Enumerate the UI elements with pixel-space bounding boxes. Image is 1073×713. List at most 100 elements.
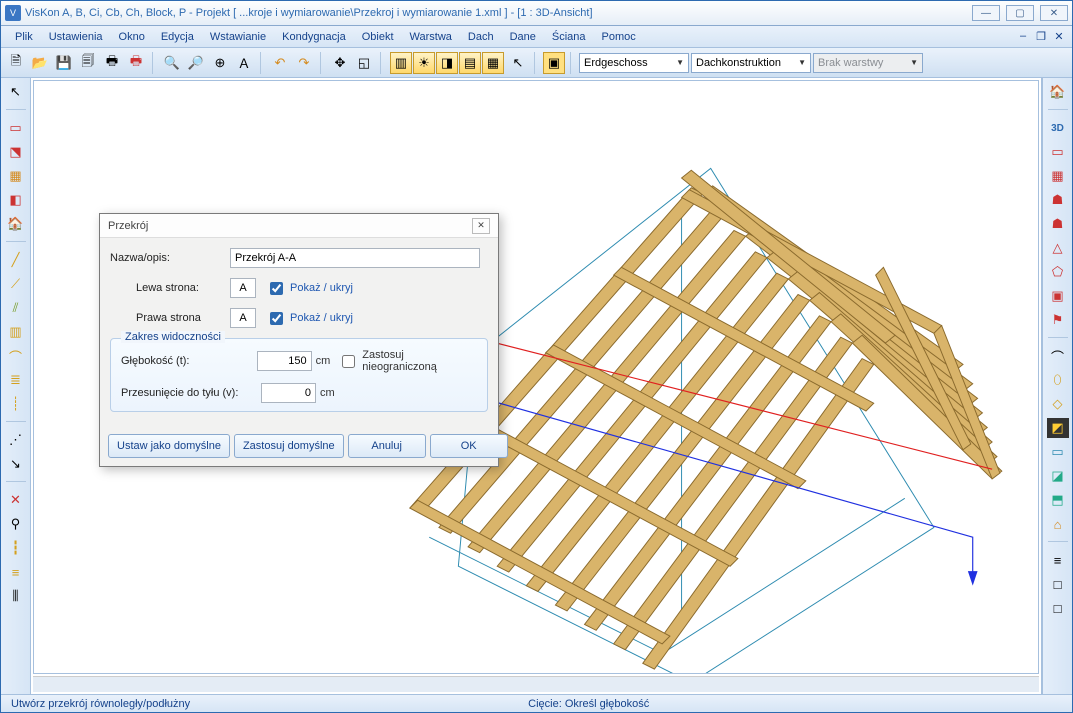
rt-10[interactable]: ⬯ (1047, 370, 1069, 390)
menu-sciana[interactable]: Ściana (544, 29, 594, 45)
rt-6[interactable]: ⬠ (1047, 262, 1069, 282)
rt-home-icon[interactable]: 🏠 (1047, 82, 1069, 102)
rt-15[interactable]: ⬒ (1047, 490, 1069, 510)
close-button[interactable]: ✕ (1040, 5, 1068, 21)
new-icon[interactable]: 🗎 (5, 52, 27, 74)
pointer-icon[interactable]: ↖ (507, 52, 529, 74)
lt-3[interactable]: ▦ (5, 166, 27, 186)
view1-icon[interactable]: ▥ (390, 52, 412, 74)
menu-kondygnacja[interactable]: Kondygnacja (274, 29, 354, 45)
save-icon[interactable]: 💾 (53, 52, 75, 74)
view2-icon[interactable]: ☀ (413, 52, 435, 74)
view4-icon[interactable]: ▤ (459, 52, 481, 74)
mdi-restore-icon[interactable]: ❐ (1034, 30, 1048, 43)
mdi-close-icon[interactable]: ✕ (1052, 30, 1066, 43)
export-icon[interactable]: 🗐 (77, 52, 99, 74)
lt-13[interactable]: ⋰ (5, 430, 27, 450)
rt-18[interactable]: □ (1047, 574, 1069, 594)
menu-dach[interactable]: Dach (460, 29, 502, 45)
zoom-fit-icon[interactable]: ⊕ (209, 52, 231, 74)
lt-14[interactable]: ↘ (5, 454, 27, 474)
lt-17[interactable]: ┇ (5, 538, 27, 558)
rt-2[interactable]: ▦ (1047, 166, 1069, 186)
rt-19[interactable]: □ (1047, 598, 1069, 618)
zoom-in-icon[interactable]: 🔍 (161, 52, 183, 74)
dialog-close-button[interactable]: ✕ (472, 218, 490, 234)
maximize-button[interactable]: ▢ (1006, 5, 1034, 21)
minimize-button[interactable]: — (972, 5, 1000, 21)
menu-obiekt[interactable]: Obiekt (354, 29, 402, 45)
right-show-hide-checkbox[interactable]: Pokaż / ukryj (266, 309, 353, 328)
lt-1[interactable]: ▭ (5, 118, 27, 138)
rt-16[interactable]: ⌂ (1047, 514, 1069, 534)
depth-input[interactable] (257, 351, 312, 371)
lt-12[interactable]: ┊ (5, 394, 27, 414)
rt-8[interactable]: ⚑ (1047, 310, 1069, 330)
view3-icon[interactable]: ◨ (436, 52, 458, 74)
mdi-minimize-icon[interactable]: – (1016, 30, 1030, 43)
layer-combo[interactable]: Brak warstwy▼ (813, 53, 923, 73)
zoom-out-icon[interactable]: 🔎 (185, 52, 207, 74)
menu-wstawianie[interactable]: Wstawianie (202, 29, 274, 45)
menu-pomoc[interactable]: Pomoc (594, 29, 644, 45)
lt-11[interactable]: ≣ (5, 370, 27, 390)
rt-5[interactable]: △ (1047, 238, 1069, 258)
left-show-hide-checkbox[interactable]: Pokaż / ukryj (266, 279, 353, 298)
box-icon[interactable]: ▣ (543, 52, 565, 74)
rt-7[interactable]: ▣ (1047, 286, 1069, 306)
rt-11[interactable]: ◇ (1047, 394, 1069, 414)
zoom-auto-icon[interactable]: Ａ (233, 52, 255, 74)
lt-2[interactable]: ⬔ (5, 142, 27, 162)
lt-7[interactable]: ⟋ (5, 274, 27, 294)
undo-icon[interactable]: ↶ (269, 52, 291, 74)
set-default-button[interactable]: Ustaw jako domyślne (108, 434, 230, 458)
rt-17[interactable]: ≡ (1047, 550, 1069, 570)
lt-4[interactable]: ◧ (5, 190, 27, 210)
lt-9[interactable]: ▥ (5, 322, 27, 342)
rt-12[interactable]: ◩ (1047, 418, 1069, 438)
view5-icon[interactable]: ▦ (482, 52, 504, 74)
lt-6[interactable]: ╱ (5, 250, 27, 270)
offset-input[interactable] (261, 383, 316, 403)
lt-5[interactable]: 🏠 (5, 214, 27, 234)
print-icon[interactable]: 🖶 (101, 52, 123, 74)
ok-button[interactable]: OK (430, 434, 508, 458)
redo-icon[interactable]: ↷ (293, 52, 315, 74)
left-side-input[interactable] (230, 278, 256, 298)
lt-18[interactable]: ≡ (5, 562, 27, 582)
rt-4[interactable]: ☗ (1047, 214, 1069, 234)
menu-warstwa[interactable]: Warstwa (402, 29, 460, 45)
open-icon[interactable]: 📂 (29, 52, 51, 74)
lt-8[interactable]: ⫽ (5, 298, 27, 318)
rt-9[interactable]: ⌒ (1047, 346, 1069, 366)
unlimited-checkbox[interactable]: Zastosuj nieograniczoną (338, 349, 477, 373)
toolbar: 🗎 📂 💾 🗐 🖶 🖶 🔍 🔎 ⊕ Ａ ↶ ↷ ✥ ◱ ▥ ☀ ◨ ▤ ▦ ↖ … (1, 48, 1072, 78)
menu-okno[interactable]: Okno (111, 29, 153, 45)
floor-combo[interactable]: Erdgeschoss▼ (579, 53, 689, 73)
rt-14[interactable]: ◪ (1047, 466, 1069, 486)
viewport-3d[interactable]: Przekrój ✕ Nazwa/opis: Lewa strona: Poka (33, 80, 1039, 674)
cursor-icon[interactable]: ↖ (5, 82, 27, 102)
cancel-button[interactable]: Anuluj (348, 434, 426, 458)
lt-10[interactable]: ⌒ (5, 346, 27, 366)
apply-default-button[interactable]: Zastosuj domyślne (234, 434, 344, 458)
move-icon[interactable]: ✥ (329, 52, 351, 74)
menu-plik[interactable]: Plik (7, 29, 41, 45)
print2-icon[interactable]: 🖶 (125, 52, 147, 74)
rt-1[interactable]: ▭ (1047, 142, 1069, 162)
menu-dane[interactable]: Dane (502, 29, 544, 45)
rt-13[interactable]: ▭ (1047, 442, 1069, 462)
rt-3[interactable]: ☗ (1047, 190, 1069, 210)
cube-icon[interactable]: ◱ (353, 52, 375, 74)
lt-15[interactable]: ✕ (5, 490, 27, 510)
name-input[interactable] (230, 248, 480, 268)
menu-ustawienia[interactable]: Ustawienia (41, 29, 111, 45)
horizontal-scrollbar[interactable] (33, 676, 1039, 692)
right-side-input[interactable] (230, 308, 256, 328)
rt-3d-icon[interactable]: 3D (1047, 118, 1069, 138)
lt-19[interactable]: ⫼ (5, 586, 27, 606)
name-label: Nazwa/opis: (110, 252, 230, 264)
lt-16[interactable]: ⚲ (5, 514, 27, 534)
menu-edycja[interactable]: Edycja (153, 29, 202, 45)
construction-combo[interactable]: Dachkonstruktion▼ (691, 53, 811, 73)
